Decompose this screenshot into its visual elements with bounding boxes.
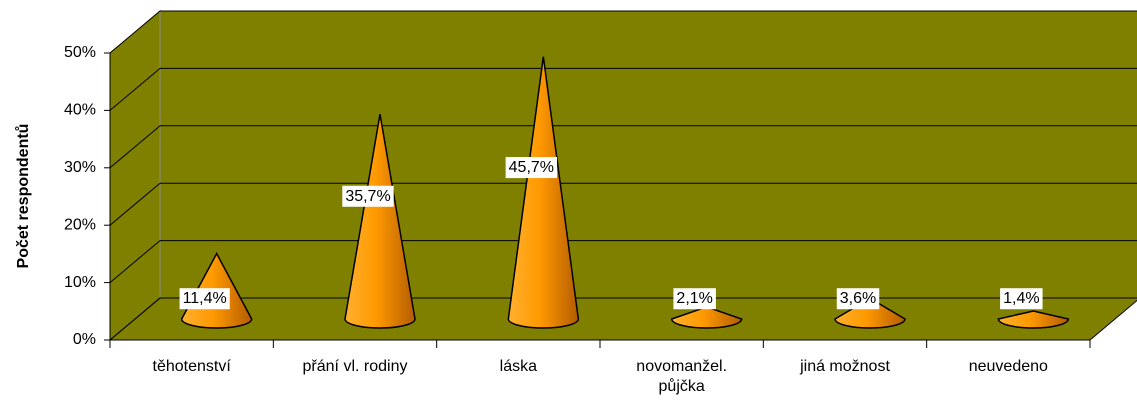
- data-label: 3,6%: [840, 290, 876, 307]
- side-wall: [109, 9, 161, 342]
- data-label-box: [1000, 288, 1043, 310]
- y-tick-label: 0%: [73, 331, 96, 348]
- back-wall: [159, 10, 1137, 299]
- data-label: 45,7%: [509, 159, 554, 176]
- x-tick-label: jiná možnost: [800, 358, 890, 375]
- x-tick-label: přání vl. rodiny: [302, 358, 408, 375]
- data-label-box: [673, 288, 716, 310]
- grid-side: [109, 182, 161, 226]
- y-tick-label: 50%: [64, 44, 96, 61]
- x-tick-label: láska: [499, 358, 537, 375]
- y-axis-label: Počet respondentů: [15, 124, 32, 269]
- y-tick-label: 30%: [64, 159, 96, 176]
- grid-side: [109, 297, 161, 341]
- data-label: 2,1%: [676, 290, 712, 307]
- cone: [670, 306, 743, 329]
- data-label: 35,7%: [345, 188, 390, 205]
- data-label: 11,4%: [183, 290, 227, 307]
- data-label-box: [179, 288, 230, 310]
- grid-side: [109, 68, 161, 111]
- x-tick-label: novomanžel. půjčka: [636, 358, 728, 395]
- cone: [997, 310, 1070, 329]
- data-label-box: [836, 288, 880, 310]
- data-label: 1,4%: [1003, 290, 1039, 307]
- grid-side: [109, 240, 161, 283]
- floor: [108, 297, 1137, 341]
- cone: [507, 56, 580, 329]
- y-tick-label: 40%: [64, 102, 96, 119]
- data-label-box: [342, 185, 394, 207]
- x-tick-label: těhotenství: [152, 358, 231, 375]
- grid-side: [109, 10, 161, 54]
- y-tick-label: 20%: [64, 216, 96, 233]
- cone: [344, 113, 416, 329]
- data-label-box: [505, 157, 558, 179]
- grid-side: [109, 125, 161, 169]
- cone: [834, 297, 906, 329]
- x-tick-label: neuvedeno: [968, 358, 1048, 375]
- y-tick-label: 10%: [64, 274, 96, 291]
